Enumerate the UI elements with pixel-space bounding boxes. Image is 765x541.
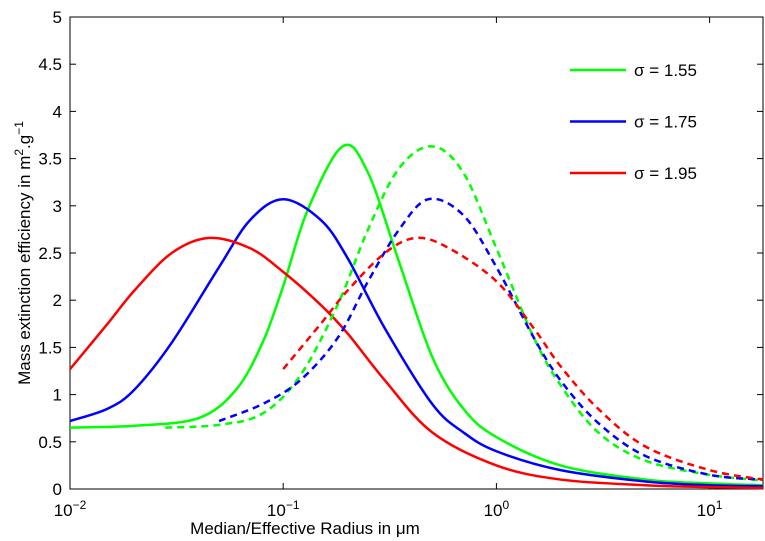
y-tick-label: 2 — [53, 291, 62, 310]
x-tick-power: −1 — [286, 498, 300, 512]
x-tick-power: 1 — [716, 498, 723, 512]
legend-label: σ = 1.95 — [634, 164, 697, 183]
y-axis-label: Mass extinction efficiency in m2.g−1 — [12, 121, 34, 385]
x-tick-base: 10 — [54, 501, 73, 520]
x-tick-base: 10 — [484, 501, 503, 520]
series-line — [69, 236, 764, 490]
y-tick-label: 2.5 — [38, 244, 62, 263]
y-tick-label: 1.5 — [38, 338, 62, 357]
y-tick-label: 1 — [53, 386, 62, 405]
y-tick-label: 0.5 — [38, 433, 62, 452]
series-line — [165, 145, 764, 482]
series-line — [282, 236, 764, 481]
x-tick-label: 10−1 — [267, 498, 300, 520]
x-tick-power: −2 — [73, 498, 87, 512]
series-line — [69, 197, 764, 488]
x-tick-power: 0 — [503, 498, 510, 512]
x-tick-base: 10 — [267, 501, 286, 520]
y-axis-label-part: −1 — [12, 121, 26, 135]
legend-label: σ = 1.75 — [634, 113, 697, 132]
y-tick-label: 5 — [53, 8, 62, 27]
y-axis-label-part: .g — [15, 135, 34, 149]
series-line — [69, 143, 764, 487]
y-axis-label-part: Mass extinction efficiency in m — [15, 156, 34, 385]
y-tick-label: 4.5 — [38, 55, 62, 74]
y-tick-label: 3 — [53, 197, 62, 216]
y-tick-label: 3.5 — [38, 150, 62, 169]
legend-label: σ = 1.55 — [634, 61, 697, 80]
x-tick-label: 10−2 — [54, 498, 87, 520]
x-tick-label: 101 — [697, 498, 723, 520]
x-axis-label: Median/Effective Radius in μm — [190, 519, 420, 538]
x-tick-label: 100 — [484, 498, 510, 520]
y-axis-label-part: 2 — [12, 149, 26, 156]
y-tick-label: 0 — [53, 480, 62, 499]
x-tick-base: 10 — [697, 501, 716, 520]
y-tick-label: 4 — [53, 102, 62, 121]
series-line — [218, 197, 764, 481]
